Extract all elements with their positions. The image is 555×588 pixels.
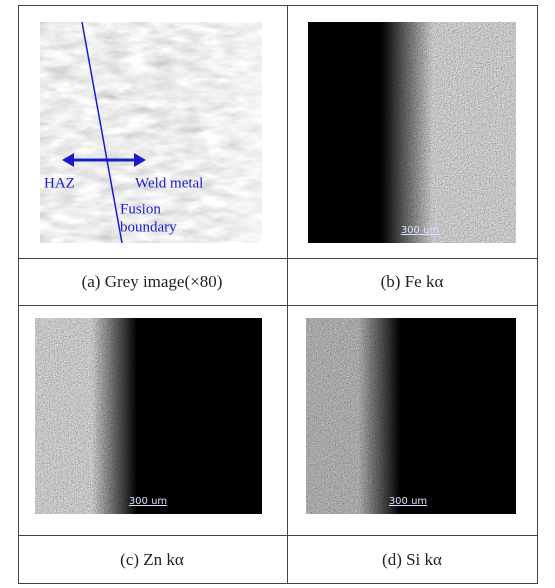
annotation: HAZ — [44, 175, 75, 191]
scale-bar: 300 um — [129, 496, 167, 507]
si-map — [306, 318, 516, 514]
figure: HAZ Weld metal Fusion boundary 300 um 30… — [0, 0, 555, 588]
caption: (c) Zn kα — [120, 550, 184, 569]
zn-map — [35, 318, 262, 514]
caption: (a) Grey image(×80) — [82, 272, 223, 291]
page: {"figure": {"panels": [ {"caption": "(a)… — [0, 0, 555, 588]
annotation: Fusion — [120, 201, 161, 217]
annotation: Weld metal — [135, 175, 203, 191]
scale-bar: 300 um — [401, 225, 439, 236]
fe-map — [308, 22, 516, 243]
body: HAZ Weld metal Fusion boundary 300 um 30… — [0, 0, 555, 588]
caption: (d) Si kα — [382, 550, 442, 569]
annotation: boundary — [120, 219, 177, 235]
caption: (b) Fe kα — [381, 272, 444, 291]
scale-bar: 300 um — [389, 496, 427, 507]
